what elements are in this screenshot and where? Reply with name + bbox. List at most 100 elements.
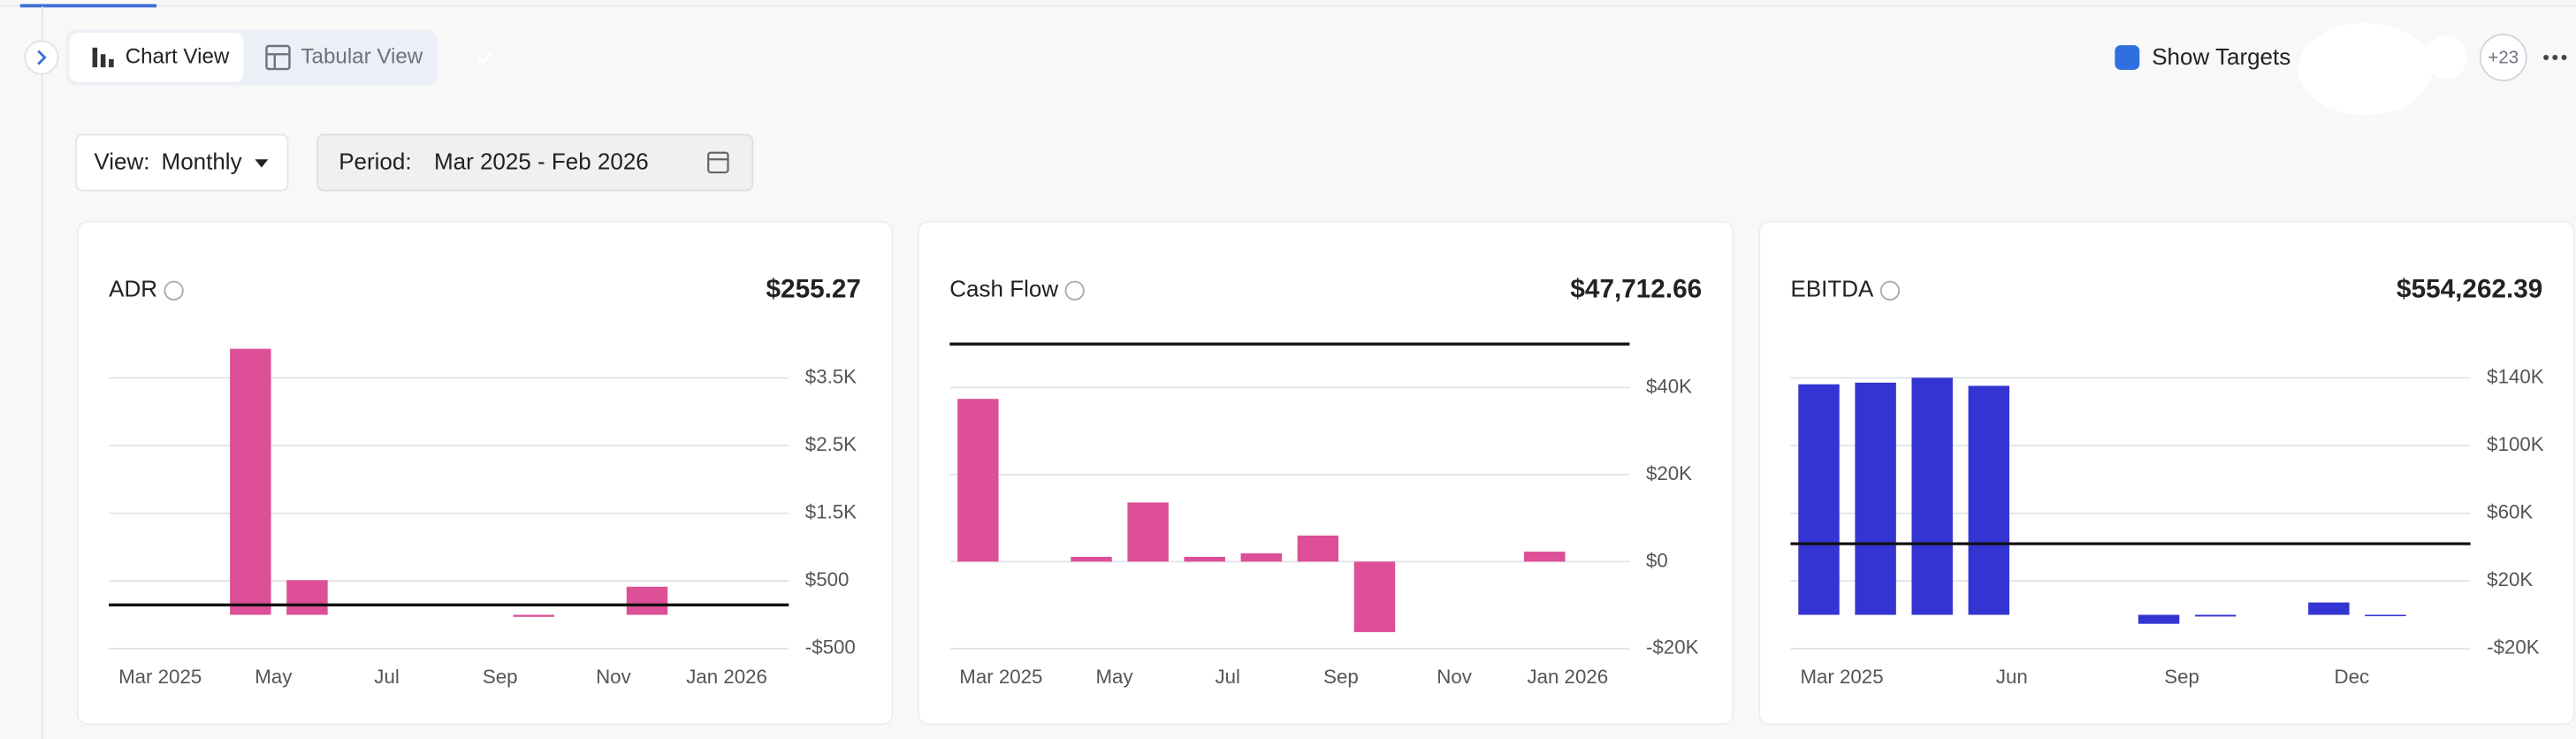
checkbox bbox=[2115, 45, 2140, 70]
bar bbox=[2308, 602, 2350, 615]
x-tick-label: Jan 2026 bbox=[686, 666, 767, 688]
x-tick-label: Nov bbox=[596, 666, 631, 688]
x-tick-label: Jan 2026 bbox=[1527, 666, 1608, 688]
dot bbox=[2561, 55, 2567, 60]
x-tick-label: Mar 2025 bbox=[118, 666, 202, 688]
chart-card: ADR $255.27 -$500 $500 $1.5K $2.5K $3.5K Mar 20… bbox=[76, 220, 894, 726]
avatar bbox=[2424, 35, 2467, 80]
chart-card: Cash Flow $47,712.66 -$20K $0 $20K $40K Mar 20… bbox=[918, 220, 1734, 726]
bar bbox=[1524, 552, 1566, 562]
x-tick-label: Jul bbox=[374, 666, 399, 688]
charts: ADR $255.27 -$500 $500 $1.5K $2.5K $3.5K Mar 20… bbox=[76, 220, 2575, 726]
x-tick-label: Dec bbox=[2335, 666, 2370, 688]
tabular-view-button[interactable]: Tabular View bbox=[265, 44, 423, 71]
y-tick-label: $3.5K bbox=[805, 365, 857, 387]
bar bbox=[1127, 502, 1169, 562]
calendar-icon bbox=[707, 151, 729, 174]
chart-icon bbox=[92, 47, 98, 68]
period-picker[interactable]: Period: Mar 2025 - Feb 2026 bbox=[316, 133, 754, 192]
chart-title: Cash Flow bbox=[949, 276, 1058, 302]
card-bg bbox=[76, 220, 894, 726]
show-targets-label: Show Targets bbox=[2152, 43, 2290, 70]
bar bbox=[2365, 614, 2406, 617]
bar bbox=[1184, 556, 1225, 562]
avatar bbox=[2298, 23, 2433, 116]
bar bbox=[2194, 614, 2237, 617]
y-tick-label: $60K bbox=[2487, 501, 2533, 523]
dot bbox=[2552, 55, 2558, 60]
bar bbox=[1798, 384, 1840, 615]
bar bbox=[1968, 385, 2010, 615]
x-tick-label: Jul bbox=[1215, 666, 1239, 688]
bar bbox=[1297, 535, 1339, 562]
more-avatars-circle bbox=[2479, 34, 2527, 81]
x-tick-label: Mar 2025 bbox=[959, 666, 1042, 688]
show-targets-toggle[interactable]: Show Targets bbox=[476, 43, 2290, 70]
bar bbox=[1855, 382, 1896, 615]
chart-title: ADR bbox=[109, 276, 157, 302]
bar bbox=[513, 614, 555, 617]
toggle-circle bbox=[24, 40, 59, 75]
help-icon[interactable] bbox=[164, 280, 184, 301]
chart-view-button[interactable]: Chart View bbox=[69, 33, 244, 82]
card-bg bbox=[1758, 220, 2575, 726]
chart-card: EBITDA $554,262.39 -$20K $20K $60K $100K $140K… bbox=[1758, 220, 2575, 726]
bar bbox=[626, 586, 668, 615]
bar bbox=[230, 348, 271, 615]
chart-icon bbox=[109, 58, 114, 68]
sidebar-toggle[interactable] bbox=[24, 40, 59, 75]
view-label: View: bbox=[94, 149, 149, 175]
x-tick-label: Jun bbox=[1996, 666, 2028, 688]
table-icon bbox=[265, 44, 291, 71]
chart-total: $554,262.39 bbox=[2397, 275, 2542, 304]
x-tick-label: Sep bbox=[1323, 666, 1359, 688]
period-label: Period: bbox=[339, 149, 411, 175]
x-tick-label: May bbox=[1095, 666, 1133, 688]
bar bbox=[286, 580, 328, 615]
y-tick-label: $1.5K bbox=[805, 501, 857, 523]
y-tick-label: -$20K bbox=[1646, 636, 1699, 659]
bar bbox=[1240, 553, 1283, 562]
y-tick-label: -$20K bbox=[2487, 636, 2540, 659]
dot bbox=[2543, 55, 2549, 60]
tabular-view-label: Tabular View bbox=[301, 44, 423, 68]
y-tick-label: $100K bbox=[2487, 433, 2544, 455]
bar bbox=[1353, 561, 1396, 633]
chart-total: $47,712.66 bbox=[1570, 275, 1702, 304]
caret bbox=[255, 159, 269, 168]
more-menu[interactable] bbox=[2543, 55, 2567, 60]
x-tick-label: Sep bbox=[483, 666, 518, 688]
chart-view-bg bbox=[69, 33, 244, 82]
period-value: Mar 2025 - Feb 2026 bbox=[434, 149, 649, 175]
y-tick-label: $20K bbox=[2487, 568, 2533, 590]
y-tick-label: $40K bbox=[1646, 375, 1692, 397]
chart-view-label: Chart View bbox=[126, 44, 230, 68]
y-tick-label: $0 bbox=[1646, 549, 1668, 571]
chart-title: EBITDA bbox=[1790, 276, 1874, 302]
x-tick-label: Nov bbox=[1437, 666, 1472, 688]
x-tick-label: Sep bbox=[2164, 666, 2199, 688]
x-tick-label: May bbox=[255, 666, 293, 688]
toggle-chevron bbox=[37, 50, 47, 65]
checkmark bbox=[476, 50, 493, 66]
y-tick-label: $2.5K bbox=[805, 433, 857, 455]
chart-total: $255.27 bbox=[766, 275, 861, 304]
more-avatars[interactable]: +23 bbox=[2479, 34, 2527, 81]
view-dropdown-bg bbox=[75, 133, 289, 192]
x-tick-label: Mar 2025 bbox=[1800, 666, 1883, 688]
help-icon[interactable] bbox=[1064, 280, 1085, 301]
y-tick-label: $500 bbox=[805, 568, 850, 590]
chart-icon bbox=[100, 54, 106, 68]
bar bbox=[2138, 614, 2180, 624]
period-picker-bg bbox=[316, 133, 754, 192]
y-tick-label: -$500 bbox=[805, 636, 856, 659]
view-dropdown[interactable]: View: Monthly bbox=[75, 133, 289, 192]
y-tick-label: $20K bbox=[1646, 462, 1692, 484]
card-bg bbox=[918, 220, 1734, 726]
y-tick-label: $140K bbox=[2487, 365, 2544, 387]
bar bbox=[957, 399, 999, 562]
help-icon[interactable] bbox=[1879, 280, 1901, 301]
bar bbox=[1911, 377, 1953, 615]
